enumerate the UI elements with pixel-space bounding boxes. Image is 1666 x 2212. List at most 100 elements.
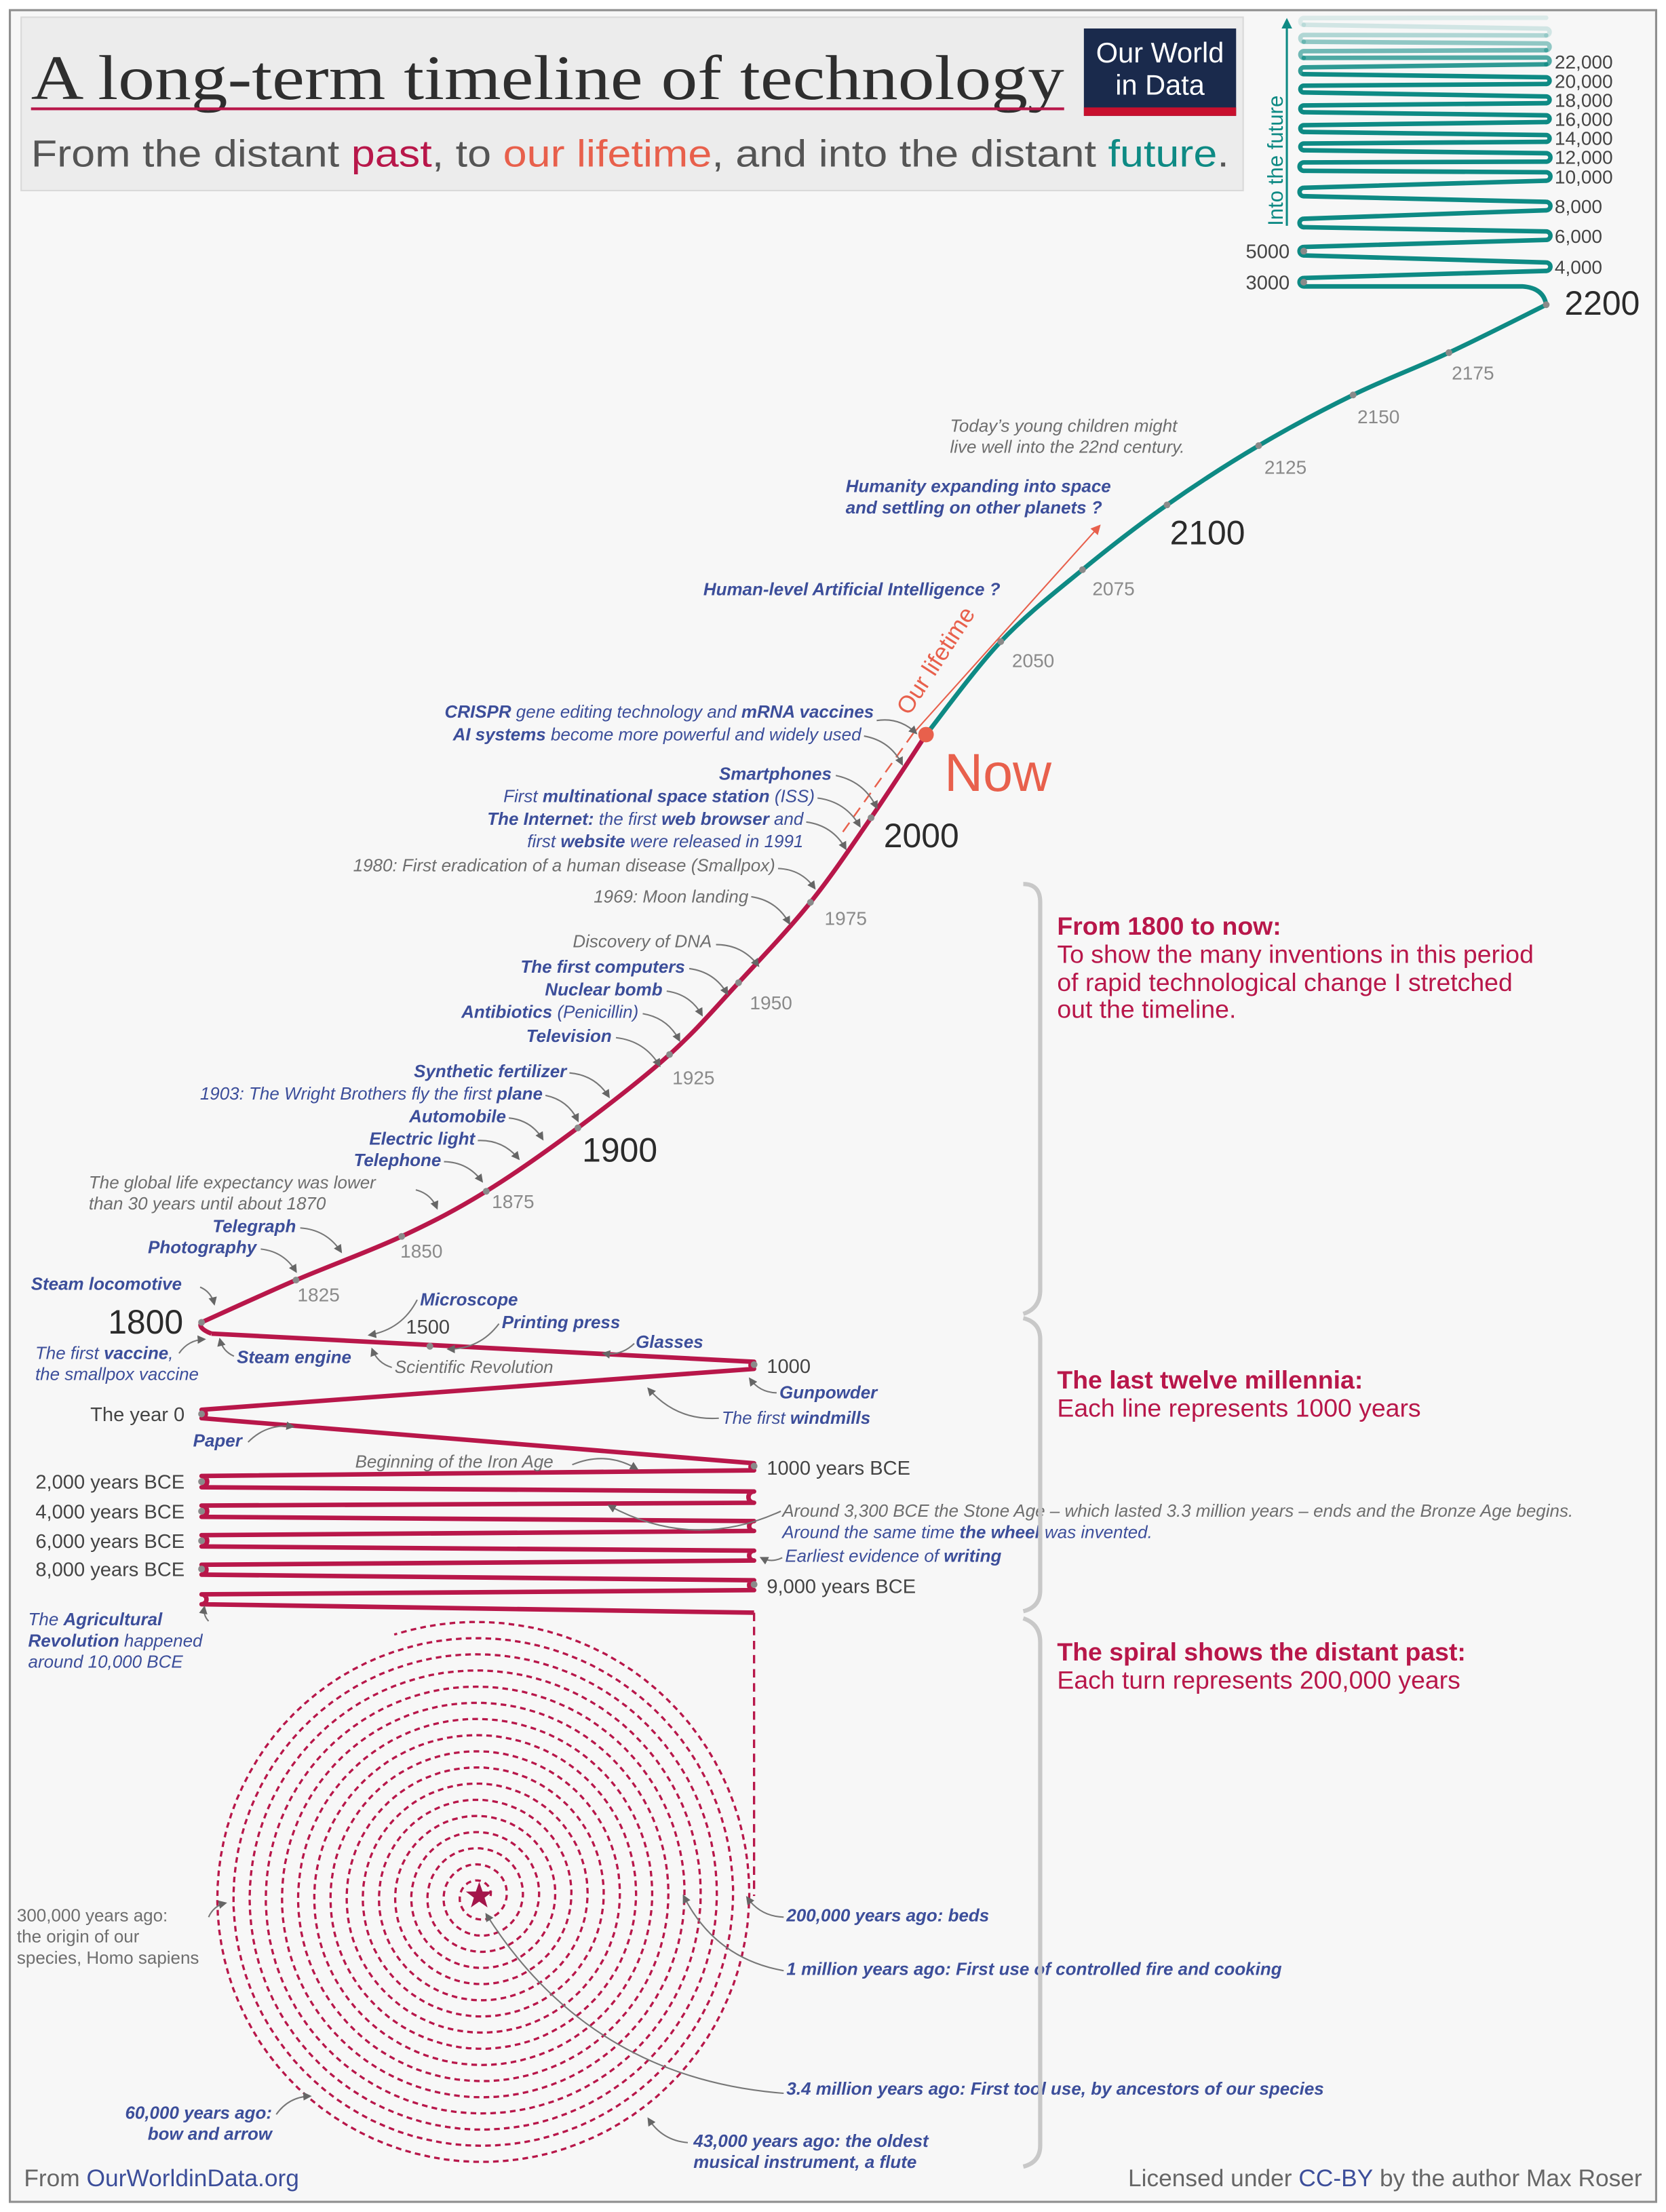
annotation-arrow xyxy=(217,1337,235,1357)
tick-dot xyxy=(807,899,814,906)
tick-1850: 1850 xyxy=(400,1241,442,1262)
tick-dot xyxy=(997,638,1005,645)
license-link[interactable]: CC-BY xyxy=(1298,2165,1373,2192)
annotation-arrow xyxy=(835,775,878,810)
tick-2050: 2050 xyxy=(1012,650,1054,671)
future-segment xyxy=(1298,47,1549,60)
tick-1000: 1000 xyxy=(767,1356,811,1378)
future-segment xyxy=(1297,237,1549,258)
star-icon xyxy=(465,1882,493,1907)
future-segment xyxy=(1297,208,1549,230)
source-link[interactable]: OurWorldinData.org xyxy=(87,2165,299,2192)
future-tick: 14,000 xyxy=(1555,128,1613,149)
event-tools: 3.4 million years ago: First tool use, b… xyxy=(786,2078,1323,2099)
event-life-expectancy: The global life expectancy was lower than… xyxy=(89,1172,376,1214)
annotation-arrow xyxy=(569,1072,610,1099)
header: A long-term timeline of technology From … xyxy=(20,16,1244,191)
future-segment xyxy=(1301,55,1552,67)
section-title: The spiral shows the distant past: xyxy=(1057,1637,1466,1666)
future-segment xyxy=(1301,225,1553,242)
future-segment xyxy=(1298,119,1549,134)
tick-dot xyxy=(1163,501,1171,509)
tick-dot xyxy=(198,1478,206,1486)
tick-dot xyxy=(735,979,742,986)
event-gunpowder: Gunpowder xyxy=(779,1382,878,1403)
annotation-arrow xyxy=(415,1189,439,1210)
bracket-millennia xyxy=(1022,1316,1043,1614)
event-fire: 1 million years ago: First use of contro… xyxy=(786,1958,1281,1979)
event-internet: The Internet: the first web browser and xyxy=(487,809,805,829)
future-segment xyxy=(1297,178,1549,199)
future-tick: 22,000 xyxy=(1555,52,1613,73)
tick-1875: 1875 xyxy=(492,1191,534,1212)
year-2100: 2100 xyxy=(1170,513,1245,551)
annotation-arrow xyxy=(178,1335,206,1354)
tick-dot xyxy=(1300,248,1307,255)
tick-dot xyxy=(750,1580,758,1588)
tick-1950: 1950 xyxy=(750,992,792,1013)
event-internet-2: first website were released in 1991 xyxy=(527,831,803,851)
annotation-arrow xyxy=(745,1896,784,1918)
tick-2075: 2075 xyxy=(1092,578,1134,599)
event-space: Humanity expanding into space and settlin… xyxy=(846,476,1111,518)
future-tick: 16,000 xyxy=(1555,109,1613,130)
future-tick: 6,000 xyxy=(1555,226,1602,247)
event-beds: 200,000 years ago: beds xyxy=(786,1905,989,1926)
event-windmills: The first windmills xyxy=(722,1408,870,1428)
event-flute: 43,000 years ago: the oldest musical inst… xyxy=(693,2131,929,2172)
event-iron-age: Beginning of the Iron Age xyxy=(355,1451,554,1471)
annotation-arrow xyxy=(607,1505,781,1531)
timeline-now-2200 xyxy=(924,303,1547,737)
event-agricultural-revolution: The Agricultural Revolution happened aroun… xyxy=(28,1609,204,1671)
event-writing: Earliest evidence of writing xyxy=(785,1546,1001,1566)
future-segment xyxy=(1301,110,1552,125)
section-title: The last twelve millennia: xyxy=(1057,1365,1363,1394)
page-title: A long-term timeline of technology xyxy=(31,43,1064,113)
future-segment xyxy=(1301,193,1553,213)
event-scientific-revolution: Scientific Revolution xyxy=(395,1357,554,1377)
tick-dot xyxy=(574,1124,581,1131)
section-line: To show the many inventions in this peri… xyxy=(1057,940,1533,969)
owid-logo[interactable]: Our World in Data xyxy=(1083,28,1237,116)
future-segment xyxy=(1298,139,1549,153)
tick-2125: 2125 xyxy=(1264,457,1306,478)
subtitle-part: From the distant xyxy=(31,132,351,175)
year-1900: 1900 xyxy=(582,1131,657,1169)
tick-1975: 1975 xyxy=(825,908,867,929)
event-plane: 1903: The Wright Brothers fly the first … xyxy=(200,1083,543,1104)
future-segment xyxy=(1303,284,1549,306)
annotation-arrow xyxy=(300,1227,343,1254)
future-tick: 8,000 xyxy=(1555,196,1602,217)
tick-9000-bce: 9,000 years BCE xyxy=(767,1576,916,1597)
annotation-arrows xyxy=(178,719,918,2143)
future-tick: 5000 xyxy=(1246,241,1290,263)
event-moon: 1969: Moon landing xyxy=(594,886,749,906)
event-fertilizer: Synthetic fertilizer xyxy=(414,1061,568,1081)
future-segment xyxy=(1301,39,1552,53)
event-microscope: Microscope xyxy=(420,1289,518,1310)
annotation-arrow xyxy=(647,1387,719,1420)
year-1800: 1800 xyxy=(108,1303,183,1341)
event-television: Television xyxy=(526,1026,612,1046)
event-bow-arrow: 60,000 years ago: bow and arrow xyxy=(125,2102,273,2143)
future-segment xyxy=(1297,269,1549,289)
future-segment xyxy=(1301,148,1553,164)
event-crispr: CRISPR gene editing technology and mRNA … xyxy=(444,701,874,722)
future-segment xyxy=(1301,130,1552,144)
annotation-arrow xyxy=(478,1140,520,1161)
event-ai: Human-level Artificial Intelligence ? xyxy=(703,579,1001,599)
year-2200: 2200 xyxy=(1564,284,1640,322)
bracket-1800-now xyxy=(1022,882,1043,1316)
annotation-arrow xyxy=(199,1605,210,1622)
future-tick: 20,000 xyxy=(1555,71,1613,92)
section-notes: From 1800 to now: To show the many inven… xyxy=(1022,882,1534,2169)
future-tick: 4,000 xyxy=(1555,257,1602,278)
annotation-arrow xyxy=(208,1900,227,1918)
annotation-arrow xyxy=(876,719,918,735)
annotation-arrow xyxy=(642,1013,680,1043)
future-tick: 10,000 xyxy=(1555,167,1613,188)
tick-dot xyxy=(426,1342,433,1350)
tick-dot xyxy=(750,1462,758,1470)
event-wheel: Around the same time the wheel was inven… xyxy=(781,1521,1152,1542)
event-iss: First multinational space station (ISS) xyxy=(503,786,815,807)
